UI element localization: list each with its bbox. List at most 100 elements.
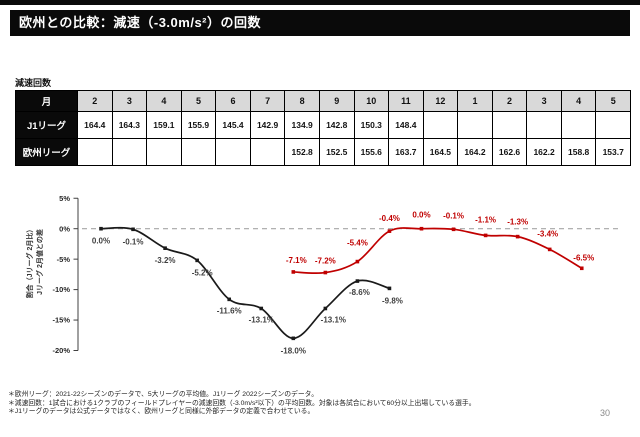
data-point-label: -13.1% — [249, 315, 274, 324]
table-month-header: 2 — [78, 91, 113, 112]
table-cell: 142.9 — [250, 112, 286, 139]
y-axis-tick-label: -10% — [52, 285, 70, 294]
data-point-label: -3.4% — [537, 229, 558, 238]
table-month-header: 5 — [181, 91, 217, 112]
data-point-label: -11.6% — [217, 306, 242, 315]
footnote-line: ＊J1リーグのデータは公式データではなく、欧州リーグと同様に外部データの定義で合… — [8, 408, 315, 415]
deceleration-table: 月 2 3 4 5 6 7 8 9 10 11 12 1 2 3 4 5 J1リーグ 164.4 164.3 159.1… — [15, 90, 631, 166]
table-cell: 163.7 — [389, 139, 424, 166]
y-axis-tick-label: -20% — [52, 346, 70, 355]
table-cell — [527, 112, 562, 139]
table-month-header: 1 — [458, 91, 493, 112]
data-point-label: -8.6% — [349, 288, 370, 297]
data-point-label: -5.4% — [347, 239, 368, 248]
table-cell: 155.6 — [354, 139, 390, 166]
data-point-label: -1.3% — [507, 218, 528, 227]
table-cell: 148.4 — [389, 112, 424, 139]
data-point-label: -5.2% — [192, 268, 213, 277]
page-number: 30 — [600, 408, 611, 418]
y-axis-tick-label: 0% — [59, 224, 70, 233]
data-point-marker — [195, 258, 199, 263]
data-point-marker — [579, 266, 584, 271]
data-point-label: 0.0% — [92, 237, 110, 246]
table-cell — [112, 139, 148, 166]
data-point-label: -13.1% — [321, 315, 346, 324]
table-cell: 152.5 — [319, 139, 355, 166]
data-point-marker — [227, 297, 231, 302]
table-month-header: 3 — [527, 91, 562, 112]
table-cell: 164.2 — [458, 139, 493, 166]
data-point-marker — [323, 270, 328, 275]
table-month-header: 12 — [423, 91, 459, 112]
table-month-header: 10 — [354, 91, 390, 112]
y-axis-tick-label: -5% — [57, 255, 71, 264]
data-point-marker — [547, 247, 552, 252]
data-point-label: -3.2% — [155, 256, 176, 265]
data-point-marker — [483, 233, 488, 238]
table-cell: 164.5 — [423, 139, 459, 166]
table-month-header: 5 — [596, 91, 631, 112]
line-chart: 5% 0% -5% -10% -15% -20% 0.0% -0.1% -3.2% -5.2% -1… — [10, 185, 630, 385]
data-point-marker — [355, 279, 360, 283]
table-month-header: 6 — [216, 91, 251, 112]
data-point-label: 0.0% — [412, 211, 430, 220]
data-point-marker — [387, 229, 392, 233]
table-row-label: 欧州リーグ — [16, 139, 78, 166]
data-point-label: -9.8% — [382, 296, 403, 305]
table-caption: 減速回数 — [15, 78, 52, 88]
table-cell: 162.2 — [527, 139, 562, 166]
table-cell — [561, 112, 597, 139]
y-axis-tick-label: 5% — [59, 194, 70, 203]
data-point-label: -6.5% — [573, 253, 594, 262]
table-cell: 159.1 — [147, 112, 182, 139]
table-cell: 162.6 — [492, 139, 528, 166]
table-month-header: 7 — [250, 91, 286, 112]
table-cell: 158.8 — [561, 139, 597, 166]
data-point-label: -7.2% — [315, 257, 336, 266]
series-line-europe — [293, 227, 583, 275]
y-axis-tick-label: -15% — [52, 316, 70, 325]
data-point-marker — [355, 259, 360, 264]
table-month-header: 3 — [112, 91, 148, 112]
chart-y-axis-title: 割合（Jリーグ 2月比） Jリーグ 2月値との差 — [26, 226, 46, 299]
table-corner-header: 月 — [16, 91, 78, 112]
table-cell: 153.7 — [596, 139, 631, 166]
data-point-label: -7.1% — [286, 256, 307, 265]
table-cell — [492, 112, 528, 139]
table-cell: 145.4 — [216, 112, 251, 139]
data-point-marker — [259, 306, 264, 311]
data-point-marker — [387, 286, 392, 291]
data-point-marker — [323, 306, 328, 311]
slide-top-border — [0, 0, 640, 5]
table-month-header: 8 — [285, 91, 320, 112]
table-cell: 152.8 — [285, 139, 320, 166]
data-point-label: -18.0% — [281, 346, 306, 355]
table-month-header: 4 — [561, 91, 597, 112]
data-point-marker — [515, 234, 520, 239]
series-line-j1 — [100, 226, 390, 340]
table-cell: 164.3 — [112, 112, 148, 139]
page-title: 欧州との比較：減速（-3.0m/s²）の回数 — [10, 10, 630, 36]
table-cell — [458, 112, 493, 139]
table-cell — [147, 139, 182, 166]
data-point-label: -0.1% — [443, 211, 464, 220]
table-cell — [181, 139, 217, 166]
table-month-header: 2 — [492, 91, 528, 112]
table-cell — [423, 112, 459, 139]
data-point-label: -0.4% — [379, 214, 400, 223]
table-cell: 142.8 — [319, 112, 355, 139]
table-cell — [216, 139, 251, 166]
footnote-line: ＊減速回数：1試合における1クラブのフィールドプレイヤーの減速回数（-3.0m/… — [8, 399, 476, 407]
chart-y-axis-title-line1: 割合（Jリーグ 2月比） — [27, 225, 34, 299]
chart-canvas: 5% 0% -5% -10% -15% -20% 0.0% -0.1% -3.2% -5.2% -1… — [52, 194, 622, 355]
data-point-marker — [291, 336, 296, 341]
table-month-header: 9 — [319, 91, 355, 112]
footnotes: ＊欧州リーグ：2021-22シーズンのデータで、5大リーグの平均値。J1リーグ … — [8, 391, 476, 417]
data-point-marker — [419, 226, 424, 231]
table-month-header: 11 — [389, 91, 424, 112]
table-cell: 150.3 — [354, 112, 390, 139]
table-cell — [250, 139, 286, 166]
table-cell: 134.9 — [285, 112, 320, 139]
footnote-line: ＊欧州リーグ：2021-22シーズンのデータで、5大リーグの平均値。J1リーグ … — [8, 391, 319, 398]
table-row-label: J1リーグ — [16, 112, 78, 139]
